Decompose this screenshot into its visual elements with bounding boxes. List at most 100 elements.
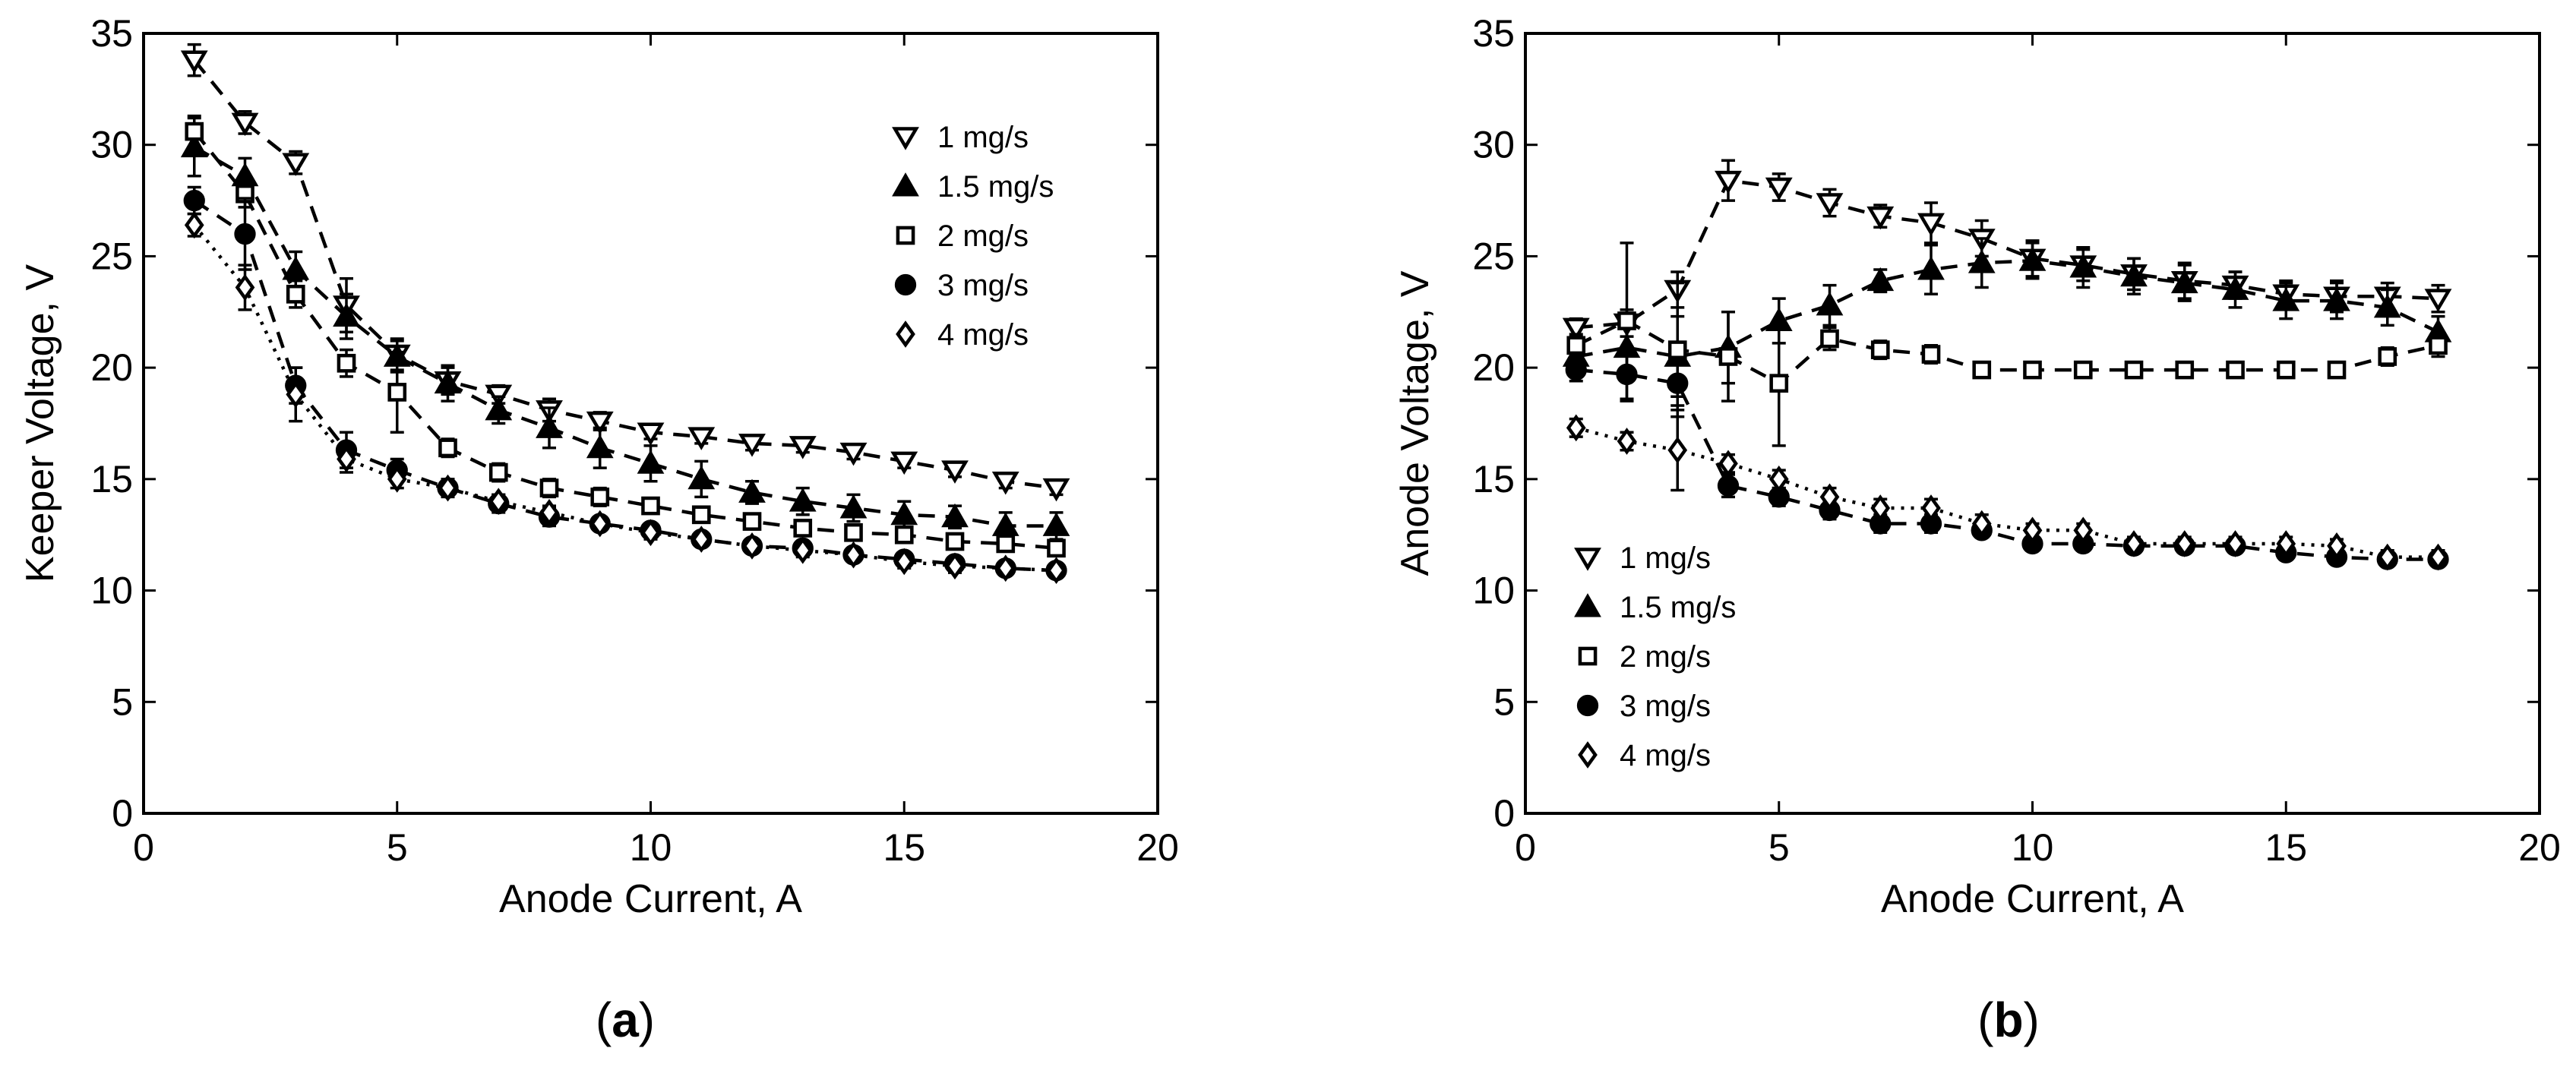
data-point	[844, 522, 863, 542]
legend-marker	[1578, 646, 1598, 666]
legend-marker	[1574, 548, 1601, 571]
data-point	[894, 525, 914, 545]
data-point	[793, 519, 813, 538]
data-point	[434, 369, 462, 394]
data-point	[1042, 512, 1070, 536]
panel-b: 0 5 10 15 20 0 5 10 15 20 25 30 35 Anode Current, A An…	[1393, 12, 2561, 1047]
data-point	[183, 189, 205, 212]
legend-marker	[892, 172, 919, 197]
data-point	[2327, 360, 2347, 380]
data-point	[1046, 557, 1067, 585]
x-tick-label: 5	[1768, 826, 1790, 869]
data-point	[539, 478, 559, 497]
x-axis-label: Anode Current, A	[499, 877, 802, 921]
data-point	[1870, 494, 1891, 522]
series-5	[184, 211, 1067, 585]
data-point	[738, 434, 766, 457]
panel-label-letter: a	[612, 993, 639, 1047]
data-point	[789, 436, 817, 459]
data-point	[286, 284, 305, 304]
data-point	[2022, 516, 2043, 545]
data-point	[941, 460, 969, 484]
data-point	[2428, 543, 2448, 571]
series-line	[193, 130, 1057, 551]
legend-label: 4 mg/s	[1620, 739, 1711, 772]
data-point	[2018, 247, 2047, 271]
data-point	[1819, 483, 1840, 511]
legend-marker	[896, 226, 915, 245]
legend: 1 mg/s 1.5 mg/s 2 mg/s 3 mg/s 4 mg/s	[1574, 541, 1736, 772]
data-point	[687, 427, 716, 450]
data-point	[1562, 317, 1590, 342]
data-point	[1718, 347, 1738, 366]
legend-label: 1 mg/s	[1620, 541, 1711, 575]
data-point	[2276, 360, 2296, 380]
data-point	[1047, 538, 1066, 558]
series-3	[1566, 241, 2448, 447]
data-point	[2276, 530, 2296, 557]
legend-label: 1.5 mg/s	[1620, 591, 1736, 624]
data-point	[1667, 372, 1689, 394]
data-point	[337, 353, 356, 373]
y-tick-label: 10	[1472, 570, 1515, 612]
x-tick-label: 15	[883, 826, 925, 869]
data-point	[1667, 436, 1688, 464]
x-tick-label: 0	[1515, 826, 1536, 869]
data-point	[2124, 360, 2144, 380]
data-point	[991, 472, 1019, 495]
data-point	[742, 512, 762, 531]
series-1	[1562, 159, 2452, 342]
series-1	[180, 43, 1070, 502]
data-point	[640, 519, 661, 547]
data-point	[586, 411, 614, 435]
legend-marker	[896, 320, 915, 348]
data-point	[2170, 269, 2198, 294]
data-point	[2378, 347, 2397, 366]
y-axis-label: Keeper Voltage, V	[18, 264, 62, 583]
legend-label: 1 mg/s	[937, 121, 1029, 154]
series-line	[193, 223, 1057, 573]
panel-label: (b)	[1977, 993, 2040, 1047]
data-point	[387, 466, 407, 493]
legend-label: 2 mg/s	[1620, 640, 1711, 674]
y-tick-label: 15	[90, 458, 133, 500]
series-2	[180, 116, 1070, 541]
data-point	[1921, 494, 1941, 522]
x-tick-label: 15	[2265, 826, 2307, 869]
data-point	[890, 451, 918, 475]
y-tick-label: 30	[1472, 124, 1515, 166]
data-point	[488, 488, 509, 516]
data-point	[1616, 363, 1638, 386]
series-4	[183, 185, 1067, 582]
data-point	[539, 499, 559, 526]
data-point	[2174, 530, 2195, 557]
data-point	[1617, 428, 1637, 455]
data-point	[387, 383, 407, 402]
data-point	[2073, 360, 2093, 380]
data-point	[1617, 311, 1636, 330]
data-point	[282, 153, 310, 176]
data-point	[2226, 360, 2245, 380]
legend-label: 4 mg/s	[937, 318, 1029, 352]
data-point	[691, 526, 712, 553]
data-point	[485, 396, 513, 421]
data-point	[185, 122, 204, 141]
data-point	[890, 500, 918, 526]
data-point	[282, 256, 310, 280]
series-4	[1565, 346, 2449, 570]
x-tick-label: 10	[2012, 826, 2054, 869]
panel-label-close-paren: )	[2024, 993, 2040, 1047]
x-tick-label: 5	[387, 826, 408, 869]
data-point	[637, 422, 665, 446]
data-point	[894, 548, 915, 576]
y-tick-label: 5	[1493, 680, 1515, 723]
legend-marker	[1576, 694, 1599, 717]
y-tick-label: 35	[90, 12, 133, 55]
y-tick-label: 20	[90, 346, 133, 389]
panel-label: (a)	[596, 993, 655, 1047]
data-point	[180, 50, 208, 74]
series-line	[193, 58, 1057, 490]
data-point	[1715, 170, 1742, 194]
data-point	[586, 434, 614, 459]
